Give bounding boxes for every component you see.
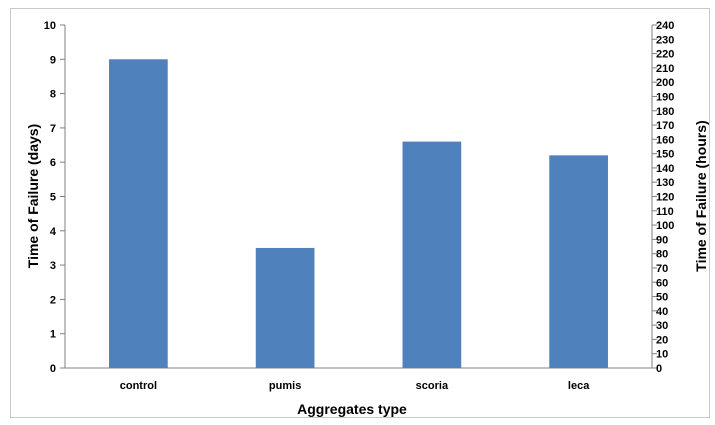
- y2-tick-label: 0: [656, 363, 662, 375]
- y2-tick-label: 210: [656, 63, 674, 75]
- y2-tick-label: 50: [656, 292, 668, 304]
- y-tick-label: 3: [50, 260, 56, 272]
- category-label: leca: [568, 380, 590, 392]
- y2-tick-label: 110: [656, 206, 674, 218]
- bar-leca: [549, 155, 608, 368]
- y-tick-label: 1: [50, 329, 56, 341]
- y-tick-label: 9: [50, 54, 56, 66]
- y2-axis-ticks: 0 10 20 30 40 50 60 70 80 90 100 110 120 130 140 150 160…: [652, 20, 674, 375]
- y-tick-label: 5: [50, 192, 56, 204]
- y2-tick-label: 20: [656, 334, 668, 346]
- category-label: control: [120, 380, 157, 392]
- y-tick-label: 0: [50, 363, 56, 375]
- y2-tick-label: 230: [656, 34, 674, 46]
- y-tick-label: 10: [44, 20, 56, 32]
- y-axis-title: Time of Failure (days): [25, 124, 41, 268]
- y-tick-label: 2: [50, 294, 56, 306]
- y2-tick-label: 200: [656, 77, 674, 89]
- y2-tick-label: 190: [656, 91, 674, 103]
- y2-tick-label: 100: [656, 220, 674, 232]
- y2-tick-label: 160: [656, 134, 674, 146]
- y-tick-label: 8: [50, 89, 56, 101]
- y2-tick-label: 30: [656, 320, 668, 332]
- y2-tick-label: 80: [656, 249, 668, 261]
- y2-tick-label: 130: [656, 177, 674, 189]
- y2-tick-label: 180: [656, 106, 674, 118]
- x-axis-title: Aggregates type: [297, 401, 407, 417]
- y2-tick-label: 140: [656, 163, 674, 175]
- y2-axis-title: Time of Failure (hours): [693, 120, 709, 271]
- y2-tick-label: 170: [656, 120, 674, 132]
- y2-tick-label: 60: [656, 277, 668, 289]
- y-tick-label: 7: [50, 123, 56, 135]
- y2-tick-label: 150: [656, 149, 674, 161]
- category-label: scoria: [416, 380, 449, 392]
- bars: [109, 59, 608, 369]
- y-tick-label: 6: [50, 157, 56, 169]
- bar-pumis: [255, 247, 315, 368]
- y2-tick-label: 70: [656, 263, 668, 275]
- category-label: pumis: [269, 380, 301, 392]
- bar-control: [109, 59, 168, 369]
- y-axis-ticks: 0 1 2 3 4 5 6 7 8 9 10: [44, 20, 65, 375]
- y2-tick-label: 120: [656, 192, 674, 204]
- y2-tick-label: 240: [656, 20, 674, 32]
- bar-scoria: [402, 141, 462, 368]
- y2-tick-label: 90: [656, 234, 668, 246]
- y-tick-label: 4: [50, 226, 57, 238]
- y2-tick-label: 10: [656, 349, 668, 361]
- y2-tick-label: 220: [656, 49, 674, 61]
- category-labels: control pumis scoria leca: [120, 380, 590, 392]
- y2-tick-label: 40: [656, 306, 668, 318]
